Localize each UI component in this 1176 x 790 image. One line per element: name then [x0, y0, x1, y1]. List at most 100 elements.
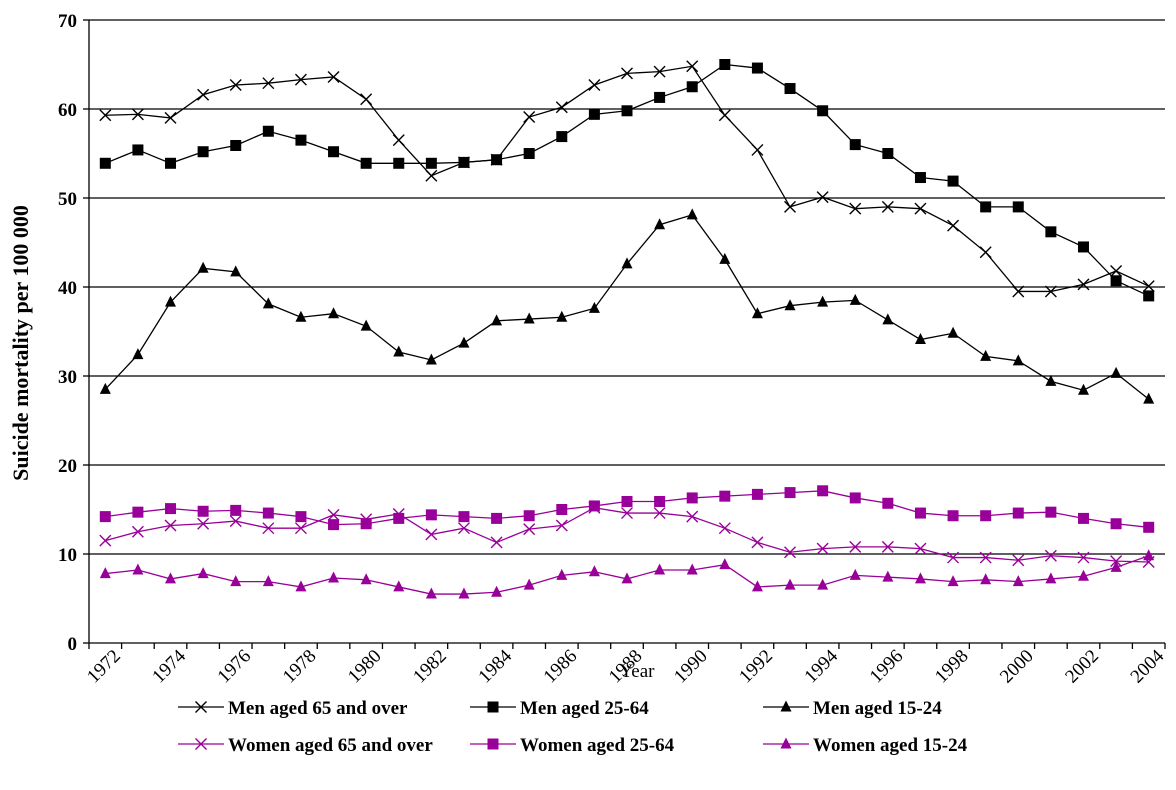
data-point [653, 507, 666, 520]
data-point [491, 585, 503, 597]
data-point [621, 105, 633, 117]
data-point [556, 131, 568, 143]
data-point [556, 504, 568, 515]
legend-label: Men aged 65 and over [228, 698, 408, 719]
data-point [99, 567, 111, 579]
data-point [686, 510, 699, 523]
y-tick-label: 60 [58, 100, 77, 121]
data-point [132, 144, 144, 156]
x-tick-label: 1976 [214, 646, 256, 688]
data-point [99, 109, 112, 122]
data-point [165, 295, 177, 307]
series-1 [99, 59, 1155, 302]
legend-label: Women aged 65 and over [228, 735, 433, 756]
y-tick-label: 70 [58, 11, 77, 32]
y-tick-label: 50 [58, 189, 77, 210]
x-tick-label: 2000 [996, 646, 1038, 688]
data-point [1143, 290, 1155, 302]
data-point [686, 563, 698, 575]
data-point [327, 70, 340, 83]
data-point [784, 487, 796, 499]
data-point [947, 326, 959, 338]
data-point [294, 73, 307, 86]
legend-item: Women aged 25-64 [470, 735, 675, 756]
data-point [360, 573, 372, 585]
data-point [1045, 506, 1057, 518]
data-point [458, 587, 470, 599]
legend-marker [195, 701, 207, 713]
y-axis-title: Suicide mortality per 100 000 [8, 205, 33, 481]
legend-item: Men aged 65 and over [178, 698, 408, 719]
data-point [425, 587, 437, 599]
data-point [457, 522, 470, 535]
data-point [230, 504, 242, 516]
data-point [784, 200, 797, 213]
legend-marker [487, 701, 499, 713]
data-point [99, 382, 111, 394]
data-point [881, 200, 894, 213]
x-tick-label: 1992 [735, 646, 777, 688]
data-point [131, 525, 144, 538]
axis-labels: Suicide mortality per 100 000 Year [8, 205, 655, 682]
data-point [392, 134, 405, 147]
data-point [1012, 285, 1025, 298]
data-point [132, 506, 144, 518]
data-point [719, 558, 731, 570]
data-point [1077, 278, 1090, 291]
data-point [817, 485, 829, 497]
data-point [751, 307, 763, 319]
data-point [295, 511, 307, 523]
data-point [979, 551, 992, 564]
data-point [849, 293, 861, 305]
data-point [979, 246, 992, 259]
data-point [491, 154, 503, 166]
data-point [751, 536, 764, 549]
data-point [719, 490, 731, 502]
data-point [588, 565, 600, 577]
data-point [523, 148, 535, 159]
x-tick-label: 1990 [670, 646, 712, 688]
x-tick-label: 1974 [148, 645, 190, 687]
data-point [1012, 554, 1025, 567]
data-point [99, 157, 111, 169]
data-point [165, 572, 177, 584]
data-point [360, 157, 372, 169]
data-point [328, 146, 340, 158]
legend-marker [487, 738, 499, 750]
data-point [556, 310, 568, 322]
data-point [588, 78, 601, 91]
data-point [229, 78, 242, 91]
data-point [393, 157, 405, 169]
series-5 [99, 549, 1155, 599]
data-point [816, 542, 829, 555]
x-tick-label: 1996 [866, 646, 908, 688]
data-point [131, 108, 144, 121]
data-point [458, 336, 470, 348]
x-tick-label: 1984 [474, 645, 516, 687]
data-point [328, 519, 340, 531]
data-point [393, 345, 405, 357]
data-point [947, 575, 959, 587]
data-point [719, 59, 731, 70]
data-point [1045, 226, 1057, 238]
data-point [621, 507, 633, 520]
data-point [262, 507, 274, 519]
x-tick-label: 1972 [83, 646, 125, 688]
data-point [295, 134, 307, 146]
data-point [294, 522, 307, 535]
data-point [947, 219, 960, 232]
data-point [947, 175, 959, 187]
data-point [849, 492, 861, 504]
data-point [849, 568, 861, 580]
data-point [1143, 549, 1155, 561]
legend-label: Women aged 15-24 [813, 735, 968, 756]
data-point [588, 500, 600, 512]
data-point [914, 507, 926, 519]
data-point [262, 125, 274, 137]
data-point [360, 93, 373, 106]
data-point [654, 563, 666, 575]
data-point [784, 578, 796, 590]
data-point [328, 571, 340, 583]
